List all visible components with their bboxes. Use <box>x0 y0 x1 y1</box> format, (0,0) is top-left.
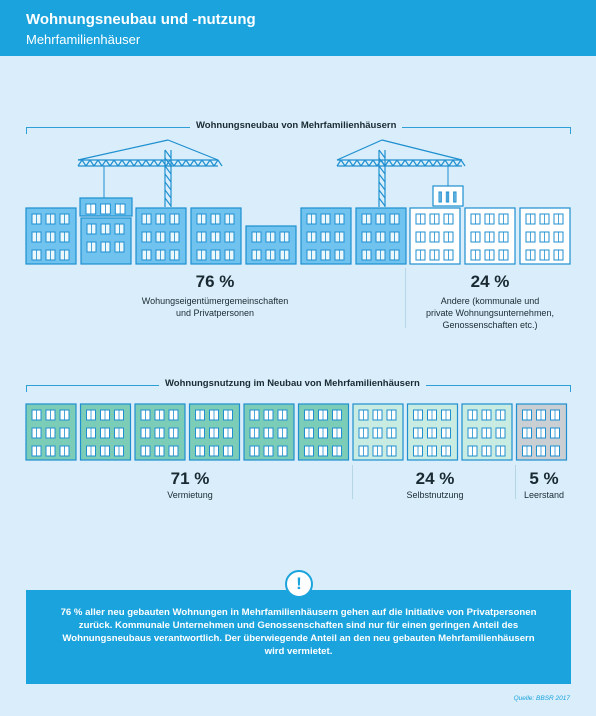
rented-value: 71 % <box>170 469 210 488</box>
section1-left-text: Wohungseigentümergemeinschaften und Priv… <box>141 296 289 318</box>
building-neubau-1 <box>25 207 77 265</box>
section1-right-value: 24 % <box>470 272 510 291</box>
info-box: 76 % aller neu gebauten Wohnungen in Meh… <box>26 590 571 684</box>
building-nutzung-10 <box>515 403 568 461</box>
crane-right <box>336 139 466 207</box>
section1-left-value: 76 % <box>195 272 235 291</box>
section1-divider <box>405 268 406 328</box>
building-neubau-7 <box>355 207 407 265</box>
building-nutzung-9 <box>461 403 513 461</box>
section2-title: Wohnungsnutzung im Neubau von Mehrfamili… <box>159 378 426 389</box>
building-neubau-8 <box>409 207 461 265</box>
building-neubau-5 <box>245 225 297 265</box>
info-text: 76 % aller neu gebauten Wohnungen in Meh… <box>60 607 537 657</box>
building-nutzung-3 <box>134 403 186 461</box>
building-nutzung-7 <box>352 403 404 461</box>
section2-divider-2 <box>515 465 516 499</box>
building-neubau-2 <box>80 217 132 265</box>
building-neubau-10 <box>519 207 571 265</box>
rented-label: Vermietung <box>167 490 213 500</box>
building-nutzung-4 <box>188 403 241 461</box>
section1-title: Wohnungsneubau von Mehrfamilienhäusern <box>190 120 403 131</box>
building-neubau-6 <box>300 207 352 265</box>
crane-left <box>77 139 223 207</box>
exclamation-icon: ! <box>285 570 313 598</box>
building-neubau-4 <box>190 207 242 265</box>
building-nutzung-5 <box>243 403 295 461</box>
source-note: Quelle: BBSR 2017 <box>513 695 570 702</box>
crane-load-right <box>432 185 464 207</box>
building-neubau-9 <box>464 207 516 265</box>
owner-use-label: Selbstnutzung <box>406 490 464 500</box>
building-neubau-3 <box>135 207 187 265</box>
owner-use-value: 24 % <box>415 469 455 488</box>
page-subtitle: Mehrfamilienhäuser <box>26 32 141 47</box>
crane-load-left <box>79 197 133 217</box>
building-nutzung-1 <box>25 403 77 461</box>
section2-divider-1 <box>352 465 353 499</box>
section1-right-text: Andere (kommunale und private Wohnungsun… <box>426 296 554 330</box>
building-nutzung-8 <box>406 403 459 461</box>
header: Wohnungsneubau und -nutzung Mehrfamilien… <box>0 0 596 56</box>
building-nutzung-6 <box>297 403 350 461</box>
vacancy-value: 5 % <box>529 469 559 488</box>
vacancy-label: Leerstand <box>523 490 565 500</box>
page-title: Wohnungsneubau und -nutzung <box>26 11 256 28</box>
building-nutzung-2 <box>79 403 132 461</box>
